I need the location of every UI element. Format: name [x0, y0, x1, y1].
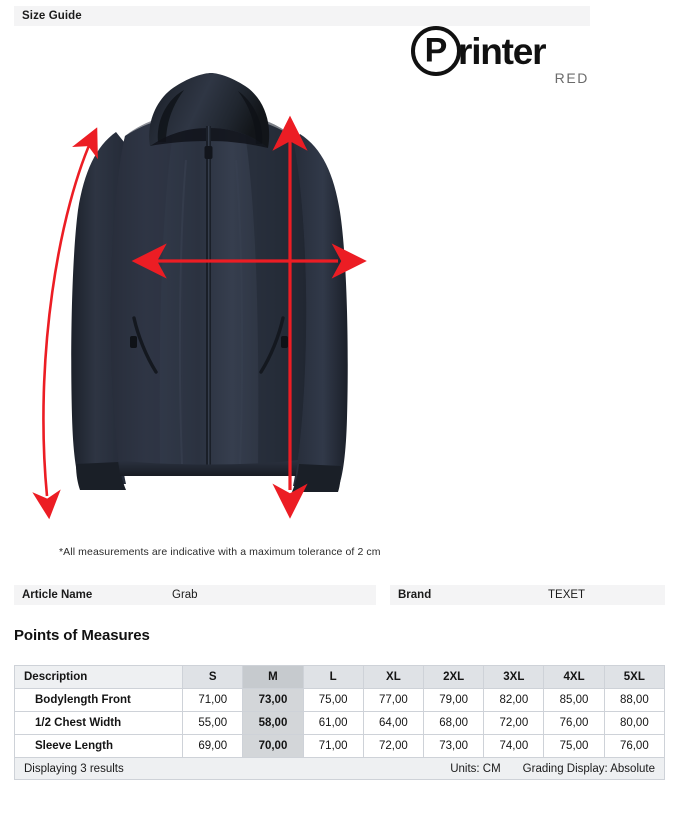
jacket-zipper-pull [204, 146, 213, 159]
jacket-left-cuff [76, 462, 126, 490]
brand-logo-subtitle: RED [554, 70, 589, 86]
cell-bodylength-s: 71,00 [182, 688, 244, 712]
cell-sleeve-5xl: 76,00 [603, 734, 666, 758]
cell-chest-3xl: 72,00 [483, 711, 545, 735]
brand-logo-row: rinter [411, 26, 591, 76]
column-header-3xl[interactable]: 3XL [483, 665, 545, 689]
column-header-l[interactable]: L [302, 665, 364, 689]
cell-sleeve-s: 69,00 [182, 734, 244, 758]
row-label-half-chest-width: 1/2 Chest Width [13, 711, 184, 735]
column-header-5xl[interactable]: 5XL [603, 665, 666, 689]
points-of-measures-table: Description S M L XL 2XL 3XL 4XL 5XL Bod… [13, 665, 666, 780]
table-footer-row: Displaying 3 results Units: CM Grading D… [14, 757, 665, 780]
table-row: Bodylength Front 71,00 73,00 75,00 77,00… [13, 688, 666, 712]
cell-sleeve-l: 71,00 [302, 734, 364, 758]
cell-bodylength-xl: 77,00 [362, 688, 425, 712]
sleeve-length-arrow [32, 127, 98, 520]
jacket-hem [118, 460, 298, 476]
brand-logo: rinter RED [411, 26, 591, 86]
jacket-fabric-crease-right [235, 159, 244, 465]
size-guide-titlebar: Size Guide [14, 6, 590, 26]
cell-bodylength-2xl: 79,00 [422, 688, 485, 712]
column-header-m[interactable]: M [242, 665, 304, 689]
cell-bodylength-5xl: 88,00 [603, 688, 666, 712]
cell-chest-s: 55,00 [182, 711, 244, 735]
cell-chest-5xl: 80,00 [603, 711, 666, 735]
cell-bodylength-m: 73,00 [242, 688, 304, 712]
jacket-left-pocket-zipper [132, 316, 158, 374]
table-footer-inner: Displaying 3 results Units: CM Grading D… [15, 763, 664, 775]
article-name-label: Article Name [22, 589, 93, 601]
cell-sleeve-3xl: 74,00 [483, 734, 545, 758]
jacket-left-pocket-pull [130, 336, 137, 348]
brand-panel: Brand TEXET [390, 585, 665, 605]
cell-bodylength-4xl: 85,00 [543, 688, 605, 712]
column-header-s[interactable]: S [182, 665, 244, 689]
measurement-disclaimer: *All measurements are indicative with a … [59, 546, 381, 558]
jacket-right-pocket-pull [281, 336, 288, 348]
grading-display-label: Grading Display: Absolute [522, 762, 655, 775]
jacket-hood [149, 73, 270, 148]
units-label: Units: CM [450, 762, 501, 775]
article-name-value: Grab [172, 589, 198, 601]
brand-value: TEXET [548, 589, 586, 601]
cell-chest-m: 58,00 [242, 711, 304, 735]
brand-logo-wordmark: rinter [458, 30, 547, 72]
cell-bodylength-l: 75,00 [302, 688, 364, 712]
table-header-row: Description S M L XL 2XL 3XL 4XL 5XL [13, 665, 666, 689]
jacket-hood-fold-right [238, 91, 263, 144]
jacket-front-zipper-teeth [208, 126, 210, 474]
cell-sleeve-xl: 72,00 [362, 734, 425, 758]
table-footer-meta: Units: CM Grading Display: Absolute [450, 763, 655, 775]
brand-label: Brand [398, 589, 432, 601]
table-row: Sleeve Length 69,00 70,00 71,00 72,00 73… [13, 734, 666, 758]
cell-chest-2xl: 68,00 [422, 711, 485, 735]
circled-p-icon [411, 26, 461, 76]
table-footer-cell: Displaying 3 results Units: CM Grading D… [14, 757, 665, 780]
column-header-2xl[interactable]: 2XL [422, 665, 485, 689]
article-name-panel: Article Name Grab [14, 585, 376, 605]
points-of-measures-heading: Points of Measures [14, 627, 150, 644]
jacket-drawing [32, 73, 367, 520]
product-illustration [0, 60, 420, 530]
cell-bodylength-3xl: 82,00 [483, 688, 545, 712]
cell-chest-l: 61,00 [302, 711, 364, 735]
column-header-xl[interactable]: XL [362, 665, 425, 689]
table-row: 1/2 Chest Width 55,00 58,00 61,00 64,00 … [13, 711, 666, 735]
column-header-description[interactable]: Description [13, 665, 184, 689]
cell-sleeve-m: 70,00 [242, 734, 304, 758]
row-label-sleeve-length: Sleeve Length [13, 734, 184, 758]
jacket-hood-fold-left [157, 90, 184, 142]
results-count: Displaying 3 results [24, 762, 124, 775]
cell-sleeve-4xl: 75,00 [543, 734, 605, 758]
jacket-body-left-shading [110, 115, 176, 472]
cell-chest-xl: 64,00 [362, 711, 425, 735]
cell-sleeve-2xl: 73,00 [422, 734, 485, 758]
jacket-fabric-crease-left [178, 159, 187, 465]
page-title: Size Guide [22, 10, 82, 22]
column-header-4xl[interactable]: 4XL [543, 665, 605, 689]
cell-chest-4xl: 76,00 [543, 711, 605, 735]
row-label-bodylength-front: Bodylength Front [13, 688, 184, 712]
jacket-right-cuff [292, 464, 341, 492]
